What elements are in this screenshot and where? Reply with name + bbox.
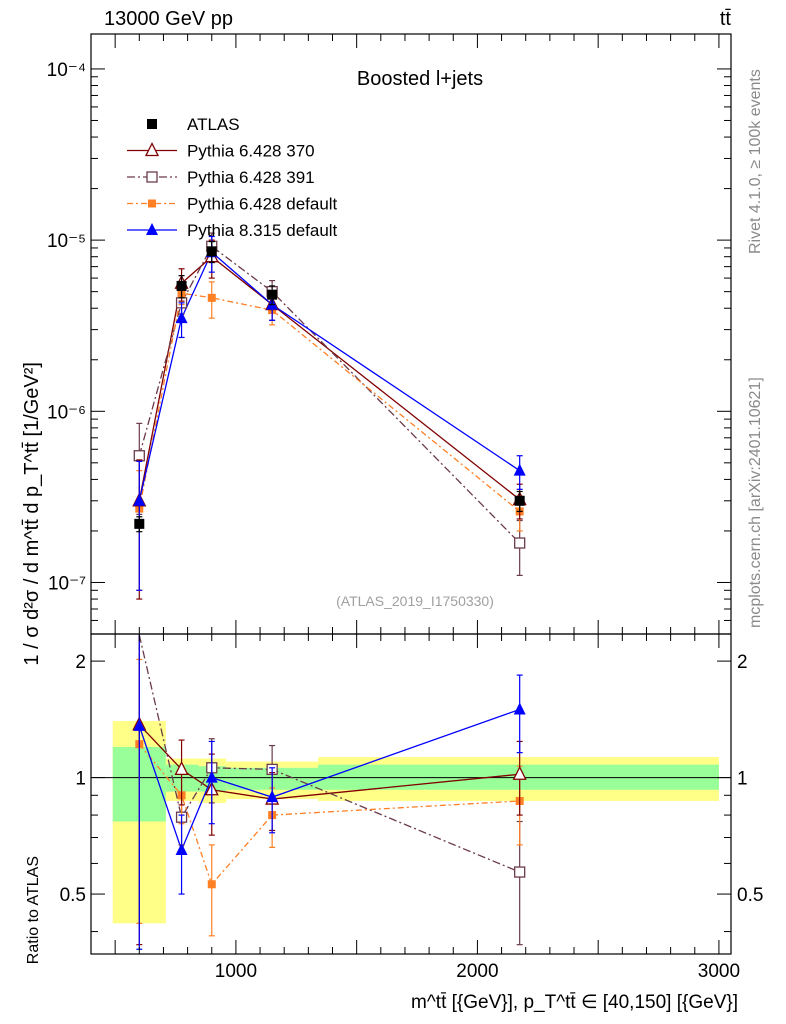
main-point-pythia-6-428-391-0 bbox=[133, 450, 145, 462]
ratio-line-pythia-6-428-391 bbox=[138, 634, 520, 873]
legend-marker-atlas bbox=[147, 119, 157, 129]
legend-label-atlas: ATLAS bbox=[187, 115, 240, 134]
legend-item-atlas: ATLAS bbox=[147, 115, 240, 134]
y-tick-label-ratio-left-1: 1 bbox=[75, 769, 86, 790]
y-tick-label-main-2: 10⁻⁵ bbox=[47, 231, 86, 252]
legend-marker-pythia-6-428-default bbox=[148, 199, 156, 208]
legend-item-pythia-6-428-370: Pythia 6.428 370 bbox=[127, 142, 315, 161]
ratio-y-axis-label: Ratio to ATLAS bbox=[25, 856, 42, 964]
main-line-pythia-6-428-default bbox=[138, 292, 521, 512]
legend-marker-pythia-6-428-370 bbox=[144, 142, 160, 157]
ratio-point-pythia-6-428-default-2 bbox=[207, 880, 216, 889]
header-left: 13000 GeV pp bbox=[104, 8, 233, 30]
main-point-atlas-0 bbox=[134, 518, 145, 529]
ratio-frame bbox=[90, 633, 732, 955]
y-tick-label-main-1: 10⁻⁶ bbox=[47, 402, 86, 423]
ratio-point-pythia-8-315-default-4 bbox=[513, 702, 526, 715]
y-tick-label-ratio-right-2: 2 bbox=[737, 652, 748, 673]
ratio-line-pythia-6-428-default bbox=[138, 743, 520, 886]
legend-label-pythia-6-428-391: Pythia 6.428 391 bbox=[187, 168, 315, 187]
ratio-uncertainty-bands bbox=[112, 721, 719, 924]
y-tick-label-ratio-left-0: 0.5 bbox=[60, 885, 86, 906]
mcplots-credit-label: mcplots.cern.ch [arXiv:2401.10621] bbox=[747, 377, 764, 628]
ratio-point-pythia-8-315-default-0 bbox=[133, 718, 146, 731]
data-points bbox=[132, 232, 527, 950]
legend: ATLAS Pythia 6.428 370 Pythia 6.428 391 Pyt… bbox=[127, 115, 338, 240]
y-tick-label-ratio-right-0: 0.5 bbox=[737, 885, 763, 906]
header-right: tt̄ bbox=[720, 8, 732, 30]
main-point-pythia-8-315-default-4 bbox=[513, 463, 526, 476]
main-y-axis-label: 1 / σ d²σ / d m^tt̄ d p_T^tt̄ [1/GeV²] bbox=[21, 362, 43, 666]
y-tick-label-main-3: 10⁻⁴ bbox=[47, 60, 86, 81]
axis-ticks: 1000 2000 3000 10⁻⁷ 10⁻⁶ 10⁻⁵ 10⁻⁴ 0.5 0.5 1 1 2 2 bbox=[47, 34, 763, 982]
main-point-atlas-2 bbox=[206, 246, 217, 257]
ratio-point-pythia-8-315-default-2 bbox=[205, 770, 218, 783]
chart-title: Boosted l+jets bbox=[357, 68, 483, 90]
x-tick-label-2000: 2000 bbox=[456, 961, 498, 982]
main-point-atlas-1 bbox=[176, 280, 187, 291]
x-axis-label: m^tt̄ [{GeV}], p_T^tt̄ ∈ [40,150] [{GeV}… bbox=[411, 992, 738, 1013]
legend-item-pythia-8-315-default: Pythia 8.315 default bbox=[127, 221, 338, 240]
y-tick-label-ratio-right-1: 1 bbox=[737, 769, 748, 790]
legend-label-pythia-6-428-370: Pythia 6.428 370 bbox=[187, 142, 315, 161]
y-tick-label-ratio-left-2: 2 bbox=[75, 652, 86, 673]
legend-item-pythia-6-428-default: Pythia 6.428 default bbox=[127, 195, 338, 214]
ratio-point-pythia-6-428-370-4 bbox=[512, 765, 527, 780]
ratio-point-pythia-6-428-370-1 bbox=[174, 760, 189, 776]
main-point-pythia-8-315-default-1 bbox=[175, 311, 188, 324]
main-point-pythia-8-315-default-0 bbox=[133, 493, 146, 506]
ratio-point-pythia-8-315-default-1 bbox=[175, 842, 188, 855]
main-point-atlas-3 bbox=[267, 289, 278, 300]
x-tick-label-3000: 3000 bbox=[698, 961, 740, 982]
main-line-pythia-6-428-391 bbox=[138, 245, 521, 544]
main-point-pythia-6-428-default-2 bbox=[207, 293, 216, 302]
legend-marker-pythia-8-315-default bbox=[146, 223, 158, 235]
x-tick-label-1000: 1000 bbox=[215, 961, 257, 982]
legend-label-pythia-8-315-default: Pythia 8.315 default bbox=[187, 221, 338, 240]
analysis-watermark: (ATLAS_2019_I1750330) bbox=[336, 593, 494, 609]
legend-label-pythia-6-428-default: Pythia 6.428 default bbox=[187, 195, 338, 214]
rivet-version-label: Rivet 4.1.0, ≥ 100k events bbox=[747, 69, 764, 254]
main-point-atlas-4 bbox=[514, 495, 525, 506]
main-line-pythia-6-428-370 bbox=[138, 255, 521, 501]
main-line-pythia-8-315-default bbox=[138, 251, 521, 501]
ratio-point-pythia-8-315-default-3 bbox=[266, 790, 279, 803]
y-tick-label-main-0: 10⁻⁷ bbox=[48, 573, 86, 594]
legend-marker-pythia-6-428-391 bbox=[146, 171, 158, 183]
legend-item-pythia-6-428-391: Pythia 6.428 391 bbox=[127, 168, 315, 187]
main-point-pythia-6-428-391-4 bbox=[514, 537, 526, 549]
ratio-point-pythia-6-428-391-4 bbox=[514, 866, 526, 878]
